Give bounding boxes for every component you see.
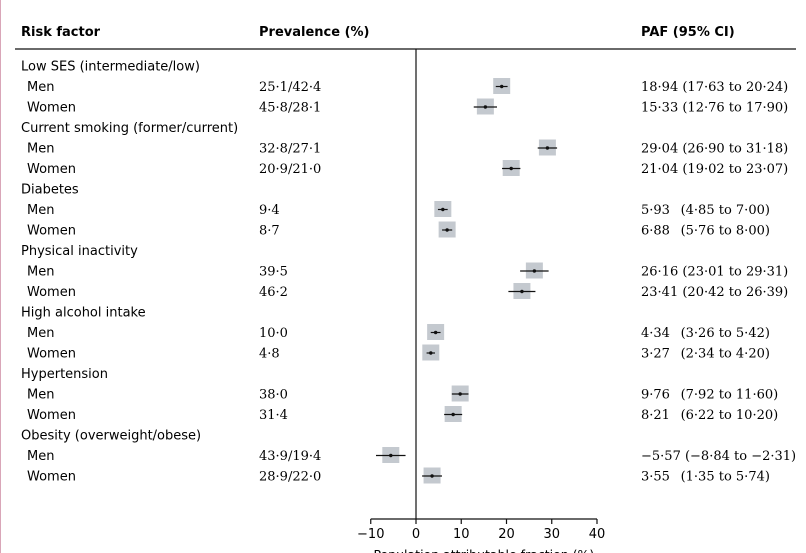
header-paf: PAF (95% CI) [641, 25, 735, 40]
row-label: Women [27, 101, 76, 116]
prevalence-value: 4·8 [259, 347, 280, 362]
group-label: Low SES (intermediate/low) [21, 60, 200, 75]
group-label: Current smoking (former/current) [21, 121, 238, 136]
estimate-point [509, 166, 513, 171]
x-tick-label: 30 [543, 527, 560, 542]
paf-value: 29·04 (26·90 to 31·18) [641, 142, 788, 157]
x-tick-label: 40 [589, 527, 606, 542]
prevalence-value: 46·2 [259, 285, 288, 300]
paf-value: 26·16 (23·01 to 29·31) [641, 265, 788, 280]
estimate-point [451, 412, 455, 417]
x-tick-label: 0 [412, 527, 420, 542]
paf-value: 8·21 (6·22 to 10·20) [641, 408, 778, 423]
paf-value: −5·57 (−8·84 to −2·31) [641, 449, 796, 464]
x-axis-title: Population attributable fraction (%) [373, 547, 594, 553]
paf-value: 15·33 (12·76 to 17·90) [641, 101, 788, 116]
estimate-point [429, 351, 433, 355]
paf-value: 9·76 (7·92 to 11·60) [641, 388, 778, 403]
row-label: Women [27, 408, 76, 423]
estimate-point [445, 228, 449, 232]
estimate-point [532, 269, 537, 273]
group-label: Obesity (overweight/obese) [21, 429, 201, 444]
paf-value: 3·55 (1·35 to 5·74) [641, 470, 770, 485]
header-prevalence: Prevalence (%) [259, 25, 370, 40]
row-label: Women [27, 224, 76, 239]
row-label: Men [27, 80, 54, 95]
prevalence-value: 45·8/28·1 [259, 101, 321, 116]
x-tick-label: 20 [498, 527, 515, 542]
row-label: Men [27, 388, 54, 403]
header-risk-factor: Risk factor [21, 25, 101, 40]
estimate-point [433, 330, 438, 335]
paf-value: 21·04 (19·02 to 23·07) [641, 162, 788, 177]
estimate-point [500, 84, 504, 89]
x-tick-label: −10 [357, 527, 384, 542]
group-label: Physical inactivity [21, 244, 138, 259]
prevalence-value: 39·5 [259, 265, 288, 280]
paf-value: 23·41 (20·42 to 26·39) [641, 285, 788, 300]
prevalence-value: 31·4 [259, 408, 288, 423]
row-label: Men [27, 265, 54, 280]
prevalence-value: 38·0 [259, 388, 288, 403]
paf-value: 5·93 (4·85 to 7·00) [641, 203, 770, 218]
prevalence-value: 43·9/19·4 [259, 449, 321, 464]
estimate-point [430, 474, 434, 478]
group-label: Diabetes [21, 183, 79, 198]
row-label: Men [27, 142, 54, 157]
row-label: Men [27, 326, 54, 341]
row-label: Men [27, 203, 54, 218]
row-label: Women [27, 162, 76, 177]
paf-value: 4·34 (3·26 to 5·42) [641, 326, 770, 341]
estimate-point [389, 453, 393, 458]
prevalence-value: 25·1/42·4 [259, 80, 321, 95]
x-tick-label: 10 [453, 527, 470, 542]
estimate-point [520, 289, 524, 294]
group-label: Hypertension [21, 367, 108, 382]
prevalence-value: 9·4 [259, 203, 280, 218]
estimate-point [441, 207, 445, 212]
row-label: Women [27, 285, 76, 300]
estimate-point [458, 392, 462, 396]
prevalence-value: 28·9/22·0 [259, 470, 321, 485]
group-label: High alcohol intake [21, 306, 146, 321]
estimate-point [483, 105, 488, 109]
paf-value: 3·27 (2·34 to 4·20) [641, 347, 770, 362]
prevalence-value: 8·7 [259, 224, 280, 239]
prevalence-value: 10·0 [259, 326, 288, 341]
row-label: Women [27, 347, 76, 362]
estimate-point [545, 146, 550, 150]
paf-value: 6·88 (5·76 to 8·00) [641, 224, 770, 239]
prevalence-value: 20·9/21·0 [259, 162, 321, 177]
prevalence-value: 32·8/27·1 [259, 142, 321, 157]
paf-value: 18·94 (17·63 to 20·24) [641, 80, 788, 95]
row-label: Women [27, 470, 76, 485]
row-label: Men [27, 449, 54, 464]
